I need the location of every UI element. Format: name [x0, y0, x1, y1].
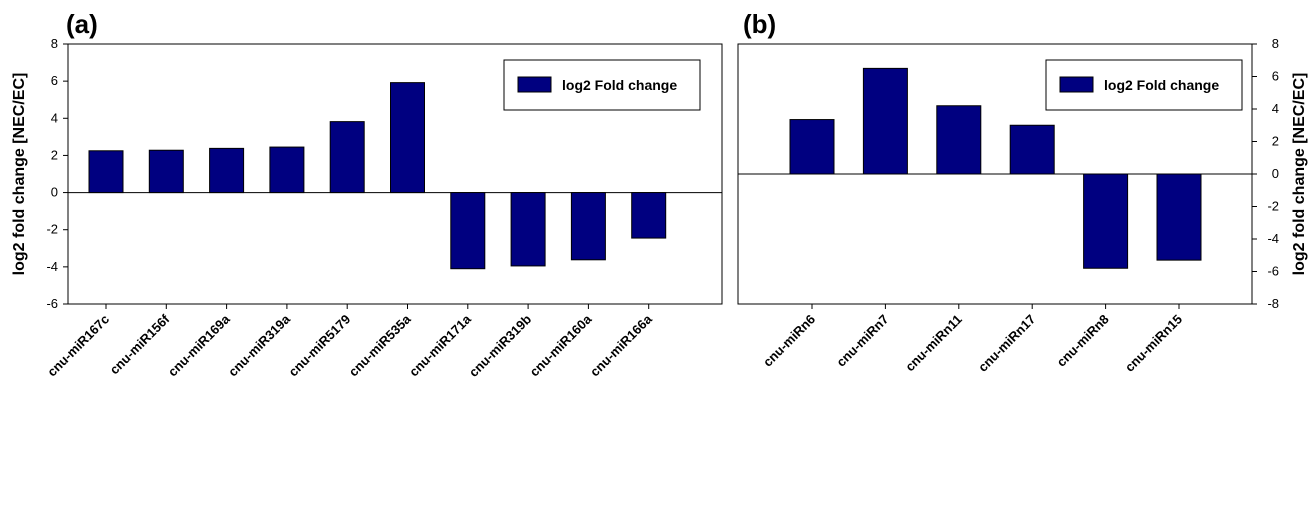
- panel-b-legend-label: log2 Fold change: [1104, 77, 1219, 93]
- x-tick-label: cnu-miR167c: [44, 312, 112, 380]
- bar: [450, 192, 486, 270]
- x-tick-label: cnu-miR166a: [587, 311, 655, 379]
- x-tick-label: cnu-miRn6: [760, 312, 818, 370]
- y-tick-label: -8: [1267, 296, 1279, 311]
- panel-a-label: (a): [66, 9, 98, 39]
- bar: [631, 192, 667, 239]
- bar: [1009, 124, 1055, 175]
- x-tick-label: cnu-miR169a: [165, 311, 233, 379]
- bar: [936, 105, 982, 175]
- x-tick-label: cnu-miRn8: [1054, 312, 1112, 370]
- bar: [1083, 173, 1129, 269]
- y-tick-label: -2: [1267, 199, 1279, 214]
- bar: [1156, 173, 1202, 261]
- y-tick-label: 4: [51, 110, 58, 125]
- panel-b-y-axis-title: log2 fold change [NEC/EC]: [1291, 73, 1308, 276]
- y-tick-label: -4: [1267, 231, 1279, 246]
- panel-b-bars: [789, 67, 1202, 269]
- y-tick-label: 8: [51, 36, 58, 51]
- panel-a-y-axis: -6 -4 -2 0 2 4 6 8: [46, 36, 68, 311]
- x-tick-label: cnu-miRn17: [975, 312, 1038, 375]
- y-tick-label: 2: [1272, 134, 1279, 149]
- x-tick-label: cnu-miR156f: [107, 311, 173, 377]
- y-tick-label: 0: [51, 185, 58, 200]
- panel-a-x-axis: cnu-miR167ccnu-miR156fcnu-miR169acnu-miR…: [44, 304, 655, 380]
- panel-a-legend-swatch: [517, 76, 552, 93]
- bar: [329, 121, 365, 194]
- x-tick-label: cnu-miR319b: [466, 311, 534, 379]
- panel-a-legend: log2 Fold change: [503, 59, 701, 111]
- panel-a-bars: [88, 82, 667, 270]
- bar: [148, 149, 184, 194]
- x-tick-label: cnu-miRn7: [833, 312, 891, 370]
- x-tick-label: cnu-miR535a: [346, 311, 414, 379]
- x-tick-label: cnu-miR171a: [406, 311, 474, 379]
- x-tick-label: cnu-miR160a: [527, 311, 595, 379]
- y-tick-label: -6: [46, 296, 58, 311]
- bar: [570, 192, 606, 261]
- y-tick-label: 2: [51, 147, 58, 162]
- panel-a-y-axis-title: log2 fold change [NEC/EC]: [11, 73, 28, 276]
- bar: [789, 119, 835, 175]
- y-tick-label: 0: [1272, 166, 1279, 181]
- bar: [269, 146, 305, 194]
- bar: [88, 150, 124, 194]
- x-tick-label: cnu-miRn15: [1122, 312, 1185, 375]
- panel-b-y-axis: -8 -6 -4 -2 0 2 4 6 8: [1252, 36, 1279, 311]
- panel-b-legend: log2 Fold change: [1045, 59, 1243, 111]
- panel-b-legend-swatch: [1059, 76, 1094, 93]
- x-tick-label: cnu-miRn11: [902, 312, 965, 375]
- panel-a-plot-frame: [67, 43, 723, 305]
- y-tick-label: -4: [46, 259, 58, 274]
- x-tick-label: cnu-miR319a: [225, 311, 293, 379]
- bar: [390, 82, 425, 194]
- y-tick-label: -2: [46, 222, 58, 237]
- bar: [209, 147, 245, 194]
- panel-b-label: (b): [743, 9, 776, 39]
- y-tick-label: 8: [1272, 36, 1279, 51]
- panel-b-x-axis: cnu-miRn6 cnu-miRn7 cnu-miRn11 cnu-miRn17 cn…: [760, 304, 1185, 375]
- y-tick-label: 6: [51, 73, 58, 88]
- y-tick-label: -6: [1267, 264, 1279, 279]
- bar: [510, 192, 546, 267]
- bar: [862, 67, 908, 175]
- panel-a-legend-label: log2 Fold change: [562, 77, 677, 93]
- y-tick-label: 6: [1272, 69, 1279, 84]
- y-tick-label: 4: [1272, 101, 1279, 116]
- x-tick-label: cnu-miR5179: [285, 312, 353, 380]
